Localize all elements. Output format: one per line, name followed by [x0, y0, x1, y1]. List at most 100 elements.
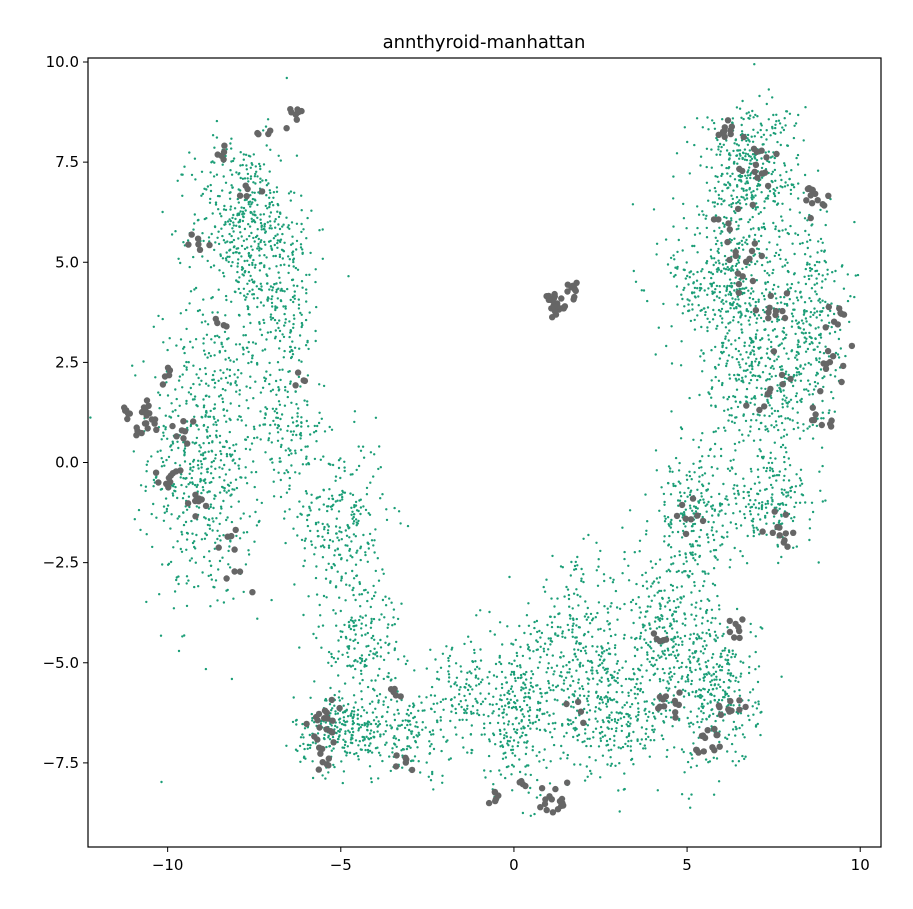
- data-point: [548, 714, 551, 717]
- data-point: [218, 336, 221, 339]
- data-point: [574, 716, 577, 720]
- data-point: [736, 259, 740, 262]
- data-point: [180, 550, 184, 553]
- data-point: [703, 673, 706, 676]
- data-point: [289, 330, 293, 333]
- data-point: [209, 197, 212, 201]
- data-point: [304, 537, 307, 540]
- data-point: [235, 224, 238, 227]
- data-point: [305, 300, 308, 303]
- data-point: [666, 263, 670, 266]
- data-point: [598, 697, 602, 701]
- data-point: [372, 544, 375, 547]
- data-point: [759, 626, 762, 629]
- data-point: [231, 227, 234, 230]
- data-point: [637, 668, 641, 671]
- data-point: [211, 378, 214, 382]
- data-point: [773, 409, 777, 413]
- data-point: [599, 776, 602, 779]
- data-point: [202, 442, 205, 445]
- data-point: [221, 445, 225, 448]
- data-point: [771, 486, 774, 489]
- data-point: [690, 545, 693, 548]
- data-point: [742, 439, 745, 442]
- data-point: [338, 493, 341, 497]
- data-point: [238, 404, 241, 408]
- data-point: [261, 349, 264, 352]
- data-point: [729, 459, 732, 462]
- data-point: [783, 302, 786, 306]
- data-point: [818, 470, 821, 473]
- data-point: [709, 271, 713, 274]
- data-point: [272, 480, 275, 483]
- data-point: [672, 637, 675, 640]
- data-point: [281, 368, 284, 371]
- data-point: [664, 630, 667, 633]
- data-point: [372, 657, 375, 660]
- data-point: [747, 503, 750, 506]
- data-point: [504, 756, 508, 759]
- data-point: [658, 625, 661, 629]
- data-point: [224, 181, 228, 184]
- data-point: [783, 376, 787, 380]
- data-point: [672, 650, 675, 654]
- data-point: [751, 524, 754, 527]
- data-point: [524, 733, 527, 737]
- data-point: [734, 377, 737, 380]
- data-point: [281, 225, 284, 228]
- data-point: [722, 426, 726, 429]
- data-point: [721, 649, 724, 652]
- data-point: [741, 754, 744, 758]
- data-point: [636, 738, 639, 741]
- data-point: [706, 317, 709, 320]
- data-point: [279, 428, 282, 431]
- data-point: [717, 247, 720, 251]
- data-point: [711, 474, 715, 477]
- data-point: [755, 526, 758, 529]
- data-point: [774, 457, 777, 460]
- data-point: [365, 658, 368, 661]
- data-point: [366, 685, 370, 689]
- data-point: [592, 736, 595, 739]
- data-point: [741, 554, 744, 558]
- data-point: [516, 744, 519, 748]
- data-point: [360, 634, 364, 637]
- data-point: [176, 179, 179, 182]
- data-point: [218, 476, 221, 479]
- data-point: [747, 494, 751, 497]
- data-point: [607, 684, 610, 687]
- data-point: [232, 224, 235, 227]
- data-point: [683, 491, 686, 495]
- data-point: [274, 226, 277, 229]
- data-point: [298, 500, 301, 503]
- data-point: [401, 719, 404, 722]
- data-point: [292, 326, 295, 329]
- data-point: [716, 594, 719, 598]
- data-point: [319, 614, 322, 617]
- data-point: [681, 688, 685, 691]
- data-point: [251, 201, 254, 204]
- data-point: [606, 698, 610, 702]
- data-point: [603, 629, 606, 632]
- data-point: [759, 450, 762, 453]
- data-point: [269, 211, 273, 214]
- data-point: [277, 424, 280, 427]
- data-point: [289, 190, 293, 193]
- data-point: [665, 344, 668, 348]
- data-point: [196, 483, 199, 487]
- data-point: [160, 457, 163, 460]
- data-point: [556, 597, 559, 600]
- data-point: [370, 597, 374, 600]
- data-point: [752, 439, 756, 442]
- data-point: [701, 370, 704, 373]
- data-point: [315, 636, 318, 640]
- data-point: [525, 746, 528, 749]
- data-point: [150, 512, 153, 516]
- data-point: [213, 497, 216, 500]
- data-point: [632, 672, 636, 675]
- data-point: [631, 203, 635, 206]
- data-point: [745, 562, 749, 565]
- data-point: [719, 454, 723, 458]
- data-point: [512, 765, 515, 768]
- data-point: [262, 213, 266, 216]
